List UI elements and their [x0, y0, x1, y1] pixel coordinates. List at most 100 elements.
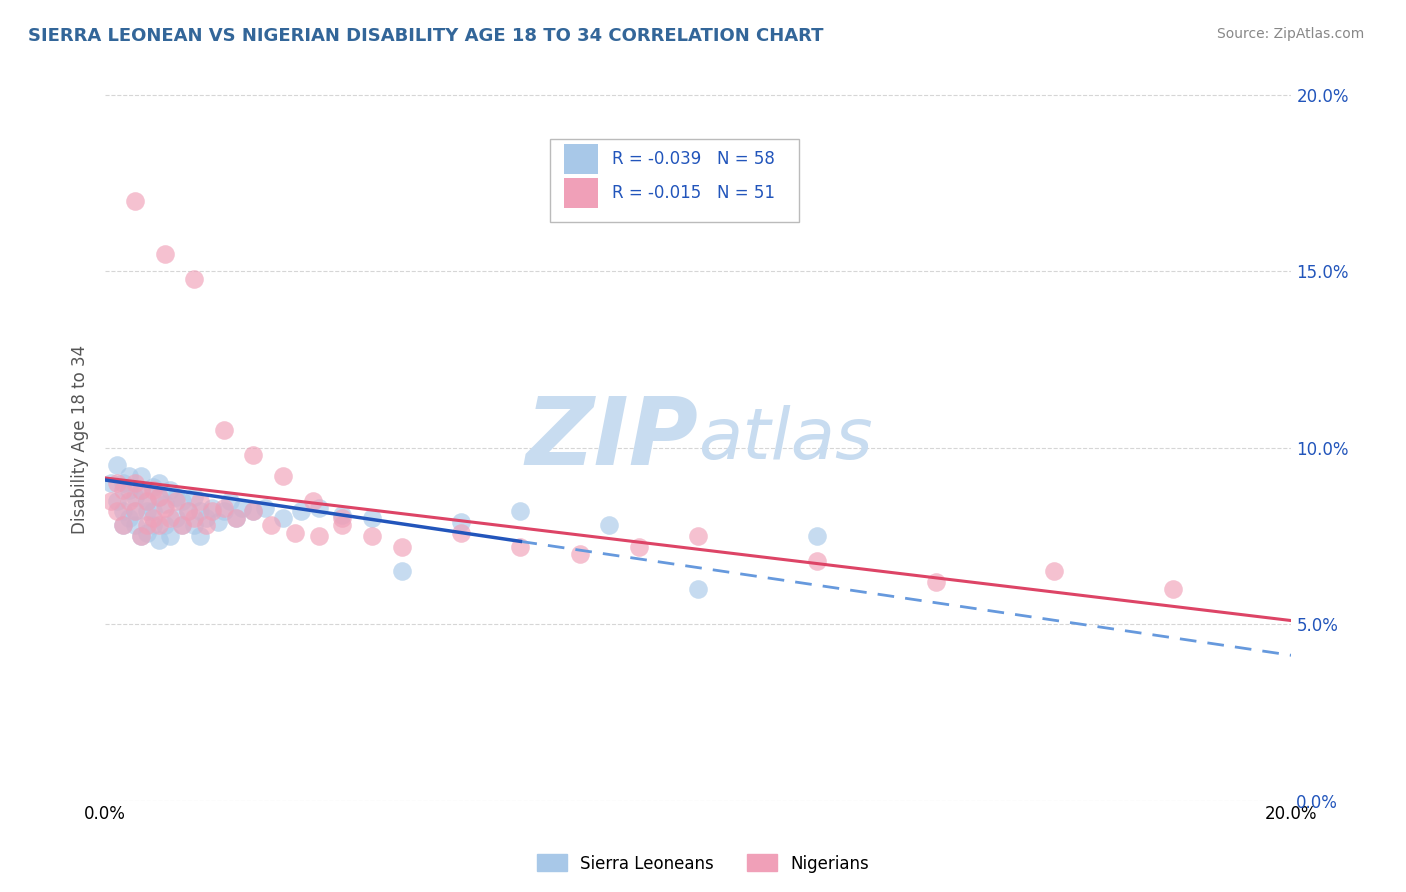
Point [212, 504, 235, 518]
Point [301, 493, 323, 508]
Point [188, 493, 211, 508]
Point [148, 490, 170, 504]
Point [1161, 582, 1184, 596]
Point [124, 504, 146, 518]
Point [135, 493, 157, 508]
Point [260, 518, 283, 533]
Point [183, 490, 205, 504]
Point [183, 511, 205, 525]
Point [100, 476, 122, 491]
Text: R = -0.039   N = 58: R = -0.039 N = 58 [612, 150, 775, 169]
Point [129, 529, 152, 543]
Point [142, 504, 165, 518]
Point [153, 247, 176, 261]
Point [159, 511, 181, 525]
Y-axis label: Disability Age 18 to 34: Disability Age 18 to 34 [72, 344, 89, 533]
Point [148, 490, 170, 504]
Point [129, 469, 152, 483]
Point [188, 504, 211, 518]
Point [450, 515, 472, 529]
Text: Source: ZipAtlas.com: Source: ZipAtlas.com [1216, 27, 1364, 41]
FancyBboxPatch shape [550, 139, 799, 222]
Point [105, 458, 128, 473]
Point [177, 504, 200, 518]
Point [450, 525, 472, 540]
Point [332, 508, 354, 522]
Point [142, 483, 165, 498]
Point [332, 511, 354, 525]
Point [124, 518, 146, 533]
Point [148, 533, 170, 547]
Point [118, 469, 141, 483]
Point [509, 540, 531, 554]
Text: ZIP: ZIP [526, 393, 699, 485]
Point [111, 518, 134, 533]
Point [231, 500, 253, 515]
Point [201, 504, 224, 518]
Point [361, 511, 384, 525]
Point [142, 518, 165, 533]
Text: atlas: atlas [699, 405, 873, 474]
Point [118, 483, 141, 498]
Point [142, 480, 165, 494]
Point [135, 493, 157, 508]
Point [124, 194, 146, 208]
Point [271, 511, 294, 525]
Point [806, 529, 828, 543]
Point [105, 493, 128, 508]
Point [188, 529, 211, 543]
FancyBboxPatch shape [564, 178, 598, 209]
Point [284, 525, 307, 540]
Point [177, 504, 200, 518]
Point [124, 476, 146, 491]
Point [148, 518, 170, 533]
Point [308, 529, 330, 543]
Point [153, 500, 176, 515]
Point [172, 518, 194, 533]
Point [129, 529, 152, 543]
Point [308, 500, 330, 515]
Point [212, 423, 235, 437]
Text: R = -0.015   N = 51: R = -0.015 N = 51 [612, 184, 775, 202]
Point [111, 476, 134, 491]
Point [111, 504, 134, 518]
Point [290, 504, 312, 518]
Point [225, 511, 247, 525]
Point [124, 490, 146, 504]
Point [688, 582, 710, 596]
Point [195, 511, 218, 525]
Point [627, 540, 650, 554]
Legend: Sierra Leoneans, Nigerians: Sierra Leoneans, Nigerians [530, 847, 876, 880]
Point [153, 518, 176, 533]
Point [1043, 564, 1066, 578]
Point [129, 483, 152, 498]
Point [568, 547, 591, 561]
Point [118, 493, 141, 508]
Point [201, 500, 224, 515]
Point [172, 493, 194, 508]
Point [361, 529, 384, 543]
Point [254, 500, 277, 515]
Point [924, 574, 946, 589]
Point [153, 497, 176, 511]
Point [105, 476, 128, 491]
Point [242, 504, 264, 518]
Point [271, 469, 294, 483]
Point [124, 504, 146, 518]
Point [165, 493, 187, 508]
Point [159, 483, 181, 498]
Point [118, 511, 141, 525]
Point [242, 448, 264, 462]
Point [183, 518, 205, 533]
Point [212, 500, 235, 515]
Point [111, 483, 134, 498]
Point [100, 493, 122, 508]
Point [688, 529, 710, 543]
FancyBboxPatch shape [564, 144, 598, 174]
Point [159, 529, 181, 543]
Point [391, 540, 413, 554]
Point [105, 504, 128, 518]
Point [129, 483, 152, 498]
Point [806, 554, 828, 568]
Point [218, 493, 240, 508]
